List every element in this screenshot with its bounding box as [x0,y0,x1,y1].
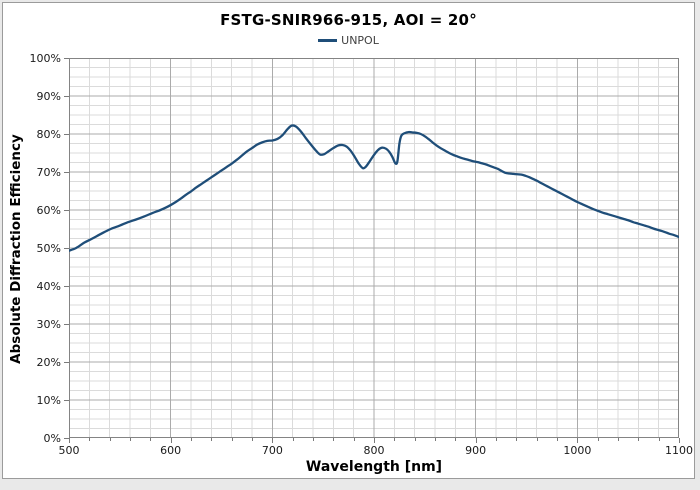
legend-line-swatch [318,38,338,42]
x-tick-mark [679,438,680,443]
x-minor-tick-mark [537,438,538,441]
x-minor-tick-mark [313,438,314,441]
y-tick-label: 100% [29,51,61,65]
y-tick-mark [64,134,69,135]
x-minor-tick-mark [354,438,355,441]
x-minor-tick-mark [293,438,294,441]
x-tick-label: 800 [363,444,385,457]
y-tick-mark [64,286,69,287]
x-minor-tick-mark [394,438,395,441]
y-tick-label: 20% [36,355,61,369]
y-tick-mark [64,248,69,249]
x-minor-tick-mark [618,438,619,441]
x-minor-tick-mark [191,438,192,441]
x-tick-mark [577,438,578,443]
y-tick-label: 10% [36,393,61,407]
legend-label: UNPOL [341,34,379,47]
x-minor-tick-mark [333,438,334,441]
x-tick-label: 1000 [563,444,592,457]
plot-area [69,58,679,438]
y-tick-mark [64,210,69,211]
y-tick-label: 80% [36,127,61,141]
y-tick-mark [64,362,69,363]
y-tick-label: 0% [43,431,61,445]
x-minor-tick-mark [232,438,233,441]
series-line-unpol [69,124,679,252]
x-tick-label: 700 [261,444,283,457]
x-tick-mark [476,438,477,443]
x-tick-mark [69,438,70,443]
x-minor-tick-mark [252,438,253,441]
x-minor-tick-mark [150,438,151,441]
x-minor-tick-mark [496,438,497,441]
x-minor-tick-mark [435,438,436,441]
x-minor-tick-mark [130,438,131,441]
y-tick-label: 40% [36,279,61,293]
chart-canvas: FSTG-SNIR966-915, AOI = 20° UNPOL Absolu… [2,2,695,479]
x-minor-tick-mark [211,438,212,441]
x-tick-label: 600 [160,444,182,457]
y-tick-mark [64,58,69,59]
y-tick-label: 30% [36,317,61,331]
x-tick-mark [374,438,375,443]
y-tick-mark [64,400,69,401]
x-minor-tick-mark [516,438,517,441]
y-tick-label: 90% [36,89,61,103]
x-tick-label: 900 [465,444,487,457]
x-axis-title: Wavelength [nm] [305,459,443,475]
y-tick-mark [64,172,69,173]
x-tick-mark [171,438,172,443]
x-minor-tick-mark [110,438,111,441]
y-tick-mark [64,96,69,97]
x-tick-mark [272,438,273,443]
x-tick-label: 1100 [665,444,693,457]
plot-svg [69,58,679,438]
x-minor-tick-mark [89,438,90,441]
y-tick-label: 50% [36,241,61,255]
x-minor-tick-mark [638,438,639,441]
x-minor-tick-mark [659,438,660,441]
x-tick-label: 500 [58,444,80,457]
x-minor-tick-mark [415,438,416,441]
chart-title: FSTG-SNIR966-915, AOI = 20° [220,11,477,29]
y-tick-label: 70% [36,165,61,179]
x-minor-tick-mark [557,438,558,441]
x-minor-tick-mark [455,438,456,441]
y-tick-mark [64,438,69,439]
y-tick-label: 60% [36,203,61,217]
x-minor-tick-mark [598,438,599,441]
legend: UNPOL [3,34,694,47]
y-tick-mark [64,324,69,325]
